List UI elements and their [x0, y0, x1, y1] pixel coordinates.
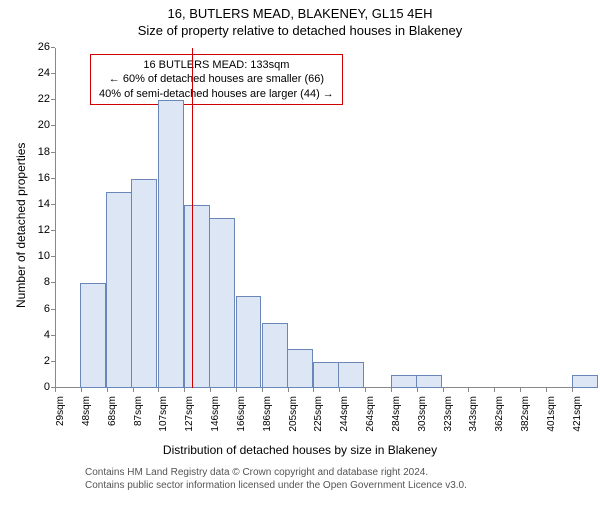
footer-line1: Contains HM Land Registry data © Crown c… — [85, 466, 467, 479]
x-tick: 421sqm — [572, 396, 583, 436]
x-tick-mark — [81, 388, 82, 392]
x-tick: 343sqm — [468, 396, 479, 436]
y-tick: 4 — [22, 329, 50, 341]
x-tick-mark — [288, 388, 289, 392]
x-tick-mark — [184, 388, 185, 392]
x-tick-mark — [520, 388, 521, 392]
footer-line2: Contains public sector information licen… — [85, 479, 467, 492]
y-tick: 6 — [22, 303, 50, 315]
x-tick-mark — [391, 388, 392, 392]
footer-text: Contains HM Land Registry data © Crown c… — [85, 466, 467, 492]
y-tick: 14 — [22, 198, 50, 210]
x-tick-mark — [365, 388, 366, 392]
x-tick: 264sqm — [365, 396, 376, 436]
callout-line1: 16 BUTLERS MEAD: 133sqm — [99, 58, 334, 72]
y-tick: 12 — [22, 224, 50, 236]
y-tick: 26 — [22, 41, 50, 53]
histogram-bar — [106, 192, 132, 388]
histogram-bar — [209, 218, 235, 388]
chart-subtitle: Size of property relative to detached ho… — [0, 23, 600, 38]
x-tick-mark — [107, 388, 108, 392]
y-tick: 18 — [22, 146, 50, 158]
x-tick: 146sqm — [210, 396, 221, 436]
x-tick: 401sqm — [546, 396, 557, 436]
reference-line — [192, 48, 193, 388]
callout-line3: 40% of semi-detached houses are larger (… — [99, 87, 334, 101]
y-tick: 2 — [22, 355, 50, 367]
x-tick-mark — [494, 388, 495, 392]
x-tick: 323sqm — [443, 396, 454, 436]
histogram-bar — [391, 375, 417, 388]
callout-line2: ← 60% of detached houses are smaller (66… — [99, 72, 334, 86]
x-tick: 205sqm — [288, 396, 299, 436]
x-tick-mark — [210, 388, 211, 392]
x-tick-mark — [158, 388, 159, 392]
histogram-bar — [158, 100, 184, 388]
x-tick: 186sqm — [262, 396, 273, 436]
chart-title: 16, BUTLERS MEAD, BLAKENEY, GL15 4EH — [0, 6, 600, 21]
x-tick: 127sqm — [184, 396, 195, 436]
x-tick: 48sqm — [81, 396, 92, 436]
histogram-bar — [236, 296, 262, 388]
x-tick: 166sqm — [236, 396, 247, 436]
histogram-bar — [80, 283, 106, 388]
chart-container: 16, BUTLERS MEAD, BLAKENEY, GL15 4EH Siz… — [0, 6, 600, 506]
x-tick-mark — [339, 388, 340, 392]
x-tick: 225sqm — [313, 396, 324, 436]
histogram-bar — [313, 362, 339, 388]
x-tick-mark — [55, 388, 56, 392]
x-tick: 362sqm — [494, 396, 505, 436]
y-tick: 20 — [22, 119, 50, 131]
x-axis-label: Distribution of detached houses by size … — [0, 443, 600, 457]
histogram-bar — [572, 375, 598, 388]
x-tick-mark — [468, 388, 469, 392]
x-tick: 29sqm — [55, 396, 66, 436]
x-tick: 107sqm — [158, 396, 169, 436]
y-tick: 0 — [22, 381, 50, 393]
x-tick: 244sqm — [339, 396, 350, 436]
histogram-bar — [131, 179, 157, 388]
x-tick: 284sqm — [391, 396, 402, 436]
histogram-bar — [287, 349, 313, 388]
x-tick: 382sqm — [520, 396, 531, 436]
x-tick: 303sqm — [417, 396, 428, 436]
x-tick-mark — [262, 388, 263, 392]
x-tick-mark — [572, 388, 573, 392]
x-tick-mark — [546, 388, 547, 392]
x-tick-mark — [417, 388, 418, 392]
x-tick-mark — [313, 388, 314, 392]
histogram-bar — [338, 362, 364, 388]
y-tick: 16 — [22, 172, 50, 184]
x-tick-mark — [236, 388, 237, 392]
callout-box: 16 BUTLERS MEAD: 133sqm ← 60% of detache… — [90, 54, 343, 105]
y-tick: 22 — [22, 93, 50, 105]
histogram-bar — [184, 205, 210, 388]
histogram-bar — [262, 323, 288, 388]
y-tick: 10 — [22, 250, 50, 262]
x-tick-mark — [133, 388, 134, 392]
x-tick-mark — [443, 388, 444, 392]
y-tick: 8 — [22, 276, 50, 288]
histogram-bar — [416, 375, 442, 388]
y-tick: 24 — [22, 67, 50, 79]
x-tick: 68sqm — [107, 396, 118, 436]
x-tick: 87sqm — [133, 396, 144, 436]
